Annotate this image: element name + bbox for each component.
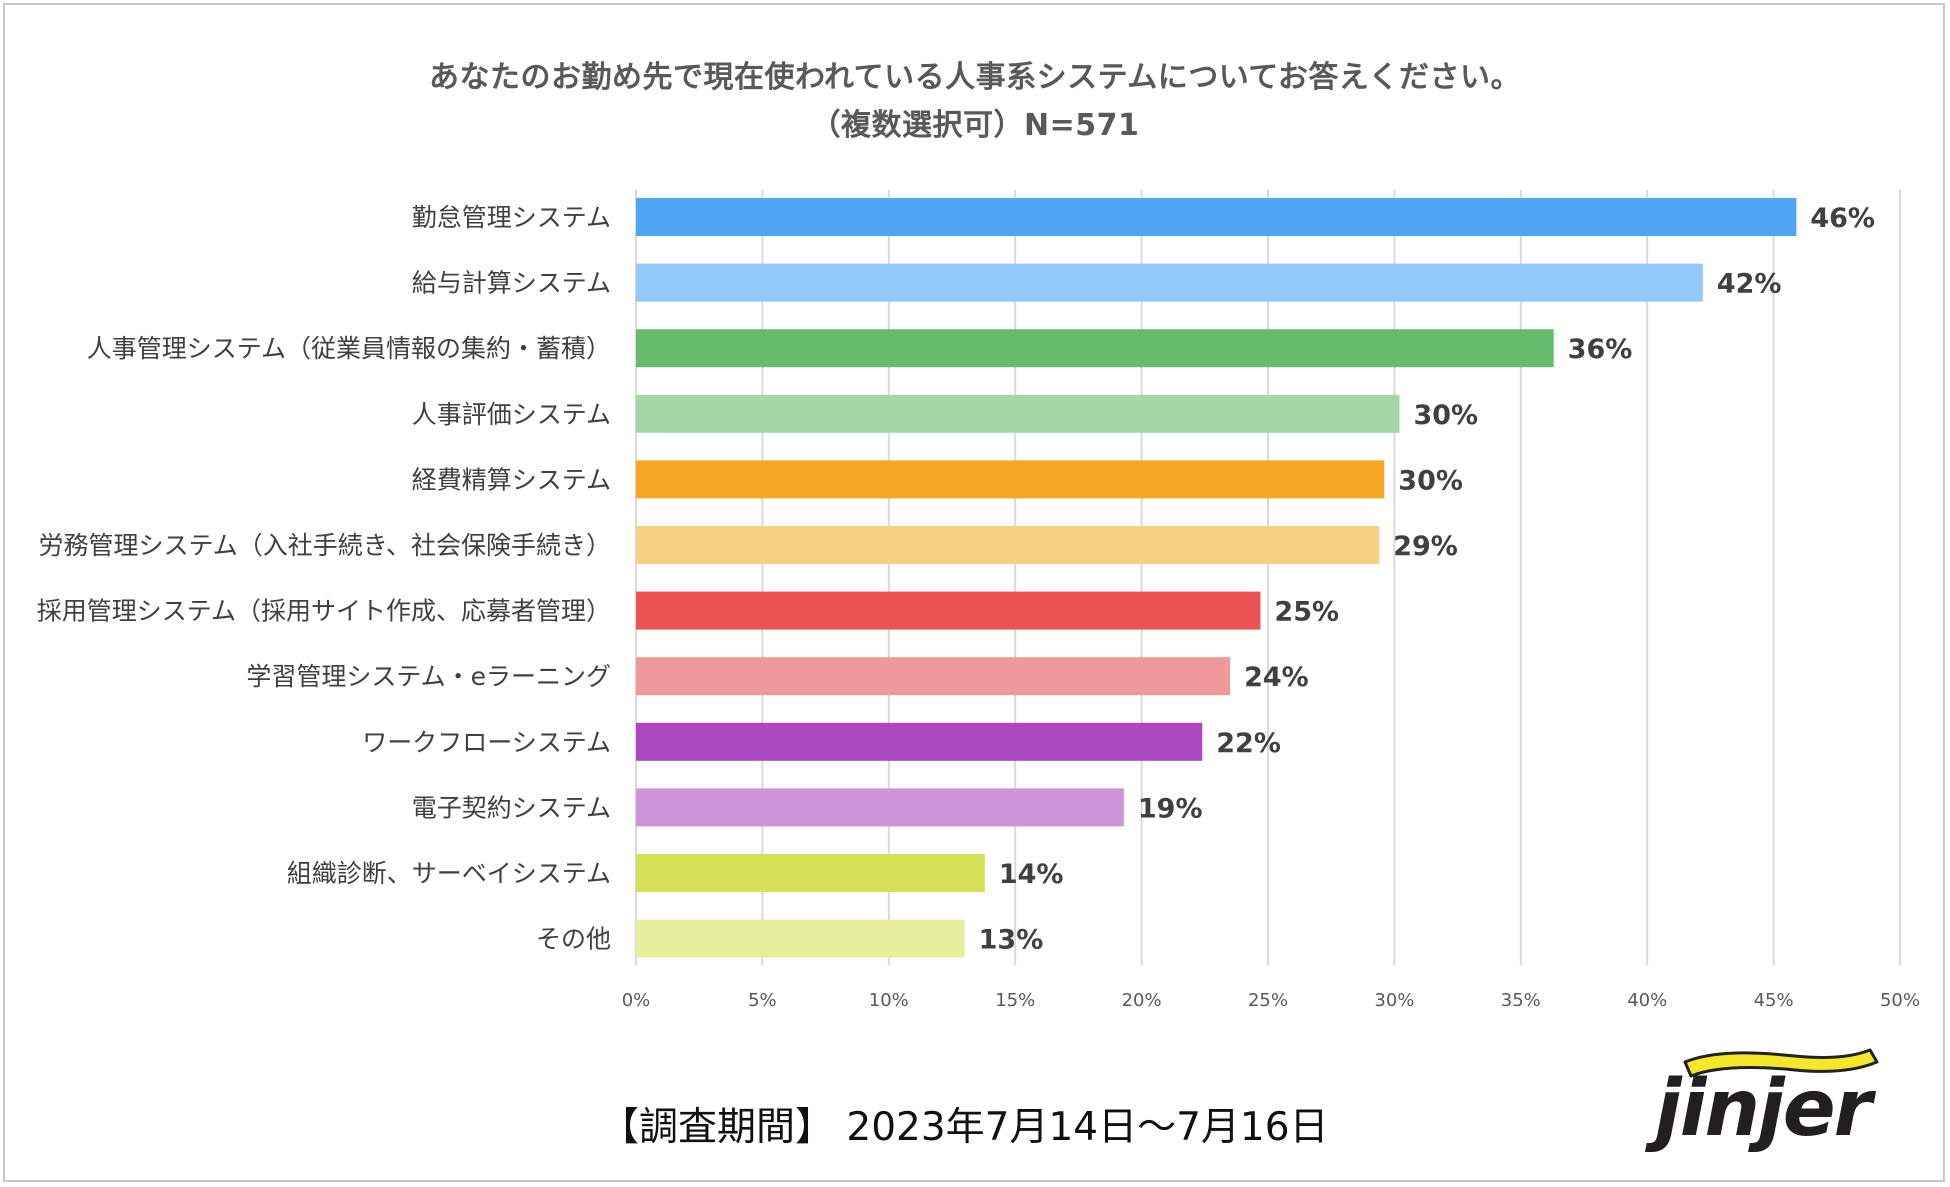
- bar: [636, 854, 985, 892]
- bar: [636, 788, 1124, 827]
- x-tick-label: 25%: [1248, 990, 1288, 1011]
- labels: 0% 5% 10% 15% 20% 25% 30% 35% 40% 45% 50% 勤怠管理システム 4…: [37, 203, 1920, 1011]
- category-label: ワークフローシステム: [362, 728, 611, 757]
- x-tick-label: 0%: [622, 990, 651, 1011]
- value-label: 42%: [1717, 269, 1782, 300]
- bar: [636, 329, 1554, 368]
- category-label: 人事評価システム: [412, 400, 611, 429]
- bar: [636, 919, 965, 958]
- bar: [636, 526, 1380, 564]
- bar: [636, 722, 1203, 761]
- category-label: 学習管理システム・eラーニング: [246, 662, 611, 691]
- value-label: 22%: [1216, 728, 1281, 759]
- bars: [636, 198, 1797, 958]
- survey-period: 【調査期間】 2023年7月14日～7月16日: [600, 1105, 1329, 1150]
- x-tick-label: 40%: [1627, 990, 1667, 1011]
- value-label: 36%: [1568, 334, 1633, 365]
- x-tick-label: 10%: [869, 990, 909, 1011]
- category-label: 経費精算システム: [412, 465, 611, 494]
- category-label: 電子契約システム: [412, 793, 611, 822]
- jinjer-logo: jinjer: [1645, 1048, 1879, 1154]
- chart-subtitle: （複数選択可）N=571: [810, 108, 1140, 143]
- bar: [636, 263, 1703, 302]
- x-tick-label: 30%: [1374, 990, 1414, 1011]
- x-tick-label: 45%: [1754, 990, 1794, 1011]
- value-label: 13%: [979, 925, 1044, 956]
- x-tick-label: 50%: [1880, 990, 1920, 1011]
- category-label: 勤怠管理システム: [412, 203, 611, 232]
- x-tick-label: 20%: [1122, 990, 1162, 1011]
- x-tick-label: 15%: [995, 990, 1035, 1011]
- bar: [636, 394, 1400, 433]
- value-label: 24%: [1244, 662, 1309, 693]
- value-label: 19%: [1138, 793, 1203, 824]
- value-label: 30%: [1413, 400, 1478, 431]
- chart-title: あなたのお勤め先で現在使われている人事系システムについてお答えください。: [429, 60, 1521, 95]
- x-tick-label: 35%: [1501, 990, 1541, 1011]
- category-label: その他: [536, 925, 611, 954]
- category-label: 組織診断、サーベイシステム: [287, 859, 611, 888]
- category-label: 労務管理システム（入社手続き、社会保険手続き）: [38, 531, 611, 560]
- logo-swoosh-icon: [1683, 1048, 1879, 1078]
- value-label: 25%: [1274, 597, 1339, 628]
- bar: [636, 657, 1231, 696]
- value-label: 46%: [1810, 203, 1875, 234]
- grid-lines: [635, 190, 1901, 965]
- value-label: 29%: [1393, 531, 1458, 562]
- value-label: 30%: [1398, 465, 1463, 496]
- bar: [636, 198, 1797, 236]
- category-label: 給与計算システム: [412, 269, 611, 298]
- value-label: 14%: [999, 859, 1064, 890]
- category-label: 人事管理システム（従業員情報の集約・蓄積）: [87, 334, 611, 363]
- logo-wordmark: jinjer: [1645, 1064, 1877, 1154]
- bar: [636, 460, 1385, 499]
- x-tick-label: 5%: [748, 990, 777, 1011]
- bar: [636, 591, 1261, 630]
- category-label: 採用管理システム（採用サイト作成、応募者管理）: [37, 597, 611, 626]
